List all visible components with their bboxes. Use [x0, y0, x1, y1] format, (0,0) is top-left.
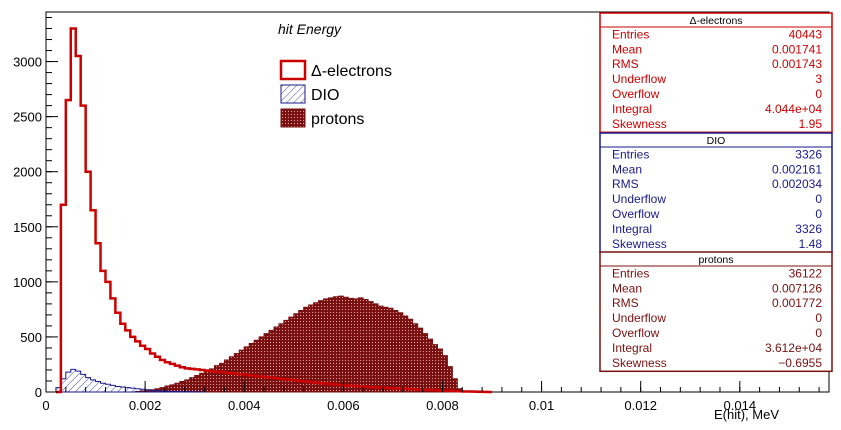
stats-box-delta-electrons: Δ-electrons Entries 40443 Mean 0.001741 RMS 0.…: [599, 12, 833, 134]
stats-label: Skewness: [612, 117, 667, 131]
legend-label-protons: protons: [311, 111, 364, 128]
stats-label: Skewness: [612, 356, 667, 370]
legend-swatch-protons: [280, 108, 306, 128]
stats-box-dio: DIO Entries 3326 Mean 0.002161 RMS 0.002034 Und…: [599, 132, 833, 254]
legend-label-delta-electrons: Δ-electrons: [311, 63, 392, 80]
stats-value: 0.002161: [772, 162, 822, 176]
series-dio: [55, 368, 205, 393]
stats-label: Underflow: [612, 311, 666, 325]
stats-value: 3326: [795, 222, 822, 236]
stats-value: 0: [815, 87, 822, 101]
stats-label: Mean: [612, 162, 642, 176]
stats-label: Underflow: [612, 72, 666, 86]
legend: Δ-electrons DIO protons: [279, 59, 392, 128]
stats-label: RMS: [612, 296, 639, 310]
series-protons: [134, 295, 468, 393]
series-layer: [55, 27, 493, 394]
stats-label: Entries: [612, 27, 649, 41]
stats-label: Integral: [612, 222, 652, 236]
x-tick-label: 0.012: [624, 398, 657, 413]
stats-box-protons: protons Entries 36122 Mean 0.007126 RMS 0.0017…: [599, 251, 833, 373]
histogram-delta-electrons: [55, 27, 493, 394]
stats-box-title: Δ-electrons: [689, 15, 742, 27]
stats-value: −0.6955: [778, 356, 822, 370]
legend-swatch-dio: [280, 84, 306, 104]
y-tick-label: 0: [35, 385, 42, 400]
stats-value: 0: [815, 311, 822, 325]
stats-box-title: DIO: [707, 135, 726, 147]
x-tick-label: 0.002: [129, 398, 162, 413]
stats-label: Overflow: [612, 87, 660, 101]
stats-value: 0.001741: [772, 42, 822, 56]
stats-label: Integral: [612, 341, 652, 355]
stats-value: 0.001743: [772, 57, 822, 71]
stats-value: 0: [815, 192, 822, 206]
stats-value: 1.48: [799, 237, 823, 251]
stats-value: 0: [815, 207, 822, 221]
stats-value: 0.001772: [772, 296, 822, 310]
stats-value: 4.044e+04: [765, 102, 822, 116]
stats-value: 0: [815, 326, 822, 340]
stats-box-title: protons: [698, 254, 733, 266]
stats-label: Mean: [612, 42, 642, 56]
stats-value: 3.612e+04: [765, 341, 822, 355]
x-tick-label: 0.014: [724, 398, 757, 413]
stats-label: Overflow: [612, 326, 660, 340]
stats-label: Integral: [612, 102, 652, 116]
stats-value: 36122: [789, 266, 823, 280]
chart-title: hit Energy: [278, 21, 342, 37]
x-axis-label: E(hit), MeV: [714, 407, 779, 422]
stats-label: Overflow: [612, 207, 660, 221]
legend-swatch-delta-electrons: [279, 59, 307, 81]
stats-value: 3: [815, 72, 822, 86]
axes-layer: 0 0.002 0.004 0.006 0.008 0.01 0.012 0.014 0 500 1…: [13, 17, 820, 413]
stats-boxes: Δ-electrons Entries 40443 Mean 0.001741 RMS 0.…: [599, 12, 833, 373]
y-tick-label: 500: [20, 330, 42, 345]
stats-value: 0.007126: [772, 281, 822, 295]
legend-label-dio: DIO: [311, 87, 339, 104]
y-tick-label: 2000: [13, 165, 42, 180]
y-tick-label: 2500: [13, 110, 42, 125]
x-tick-label: 0.008: [426, 398, 459, 413]
x-tick-label: 0: [42, 398, 49, 413]
stats-value: 40443: [789, 27, 823, 41]
histogram-dio: [55, 368, 205, 393]
series-delta-electrons: [55, 27, 493, 394]
stats-label: Mean: [612, 281, 642, 295]
y-tick-label: 3000: [13, 55, 42, 70]
y-tick-label: 1000: [13, 275, 42, 290]
stats-label: Skewness: [612, 237, 667, 251]
x-tick-label: 0.01: [529, 398, 554, 413]
x-tick-label: 0.006: [327, 398, 360, 413]
stats-label: RMS: [612, 57, 639, 71]
stats-label: RMS: [612, 177, 639, 191]
x-tick-label: 0.004: [228, 398, 261, 413]
stats-label: Entries: [612, 266, 649, 280]
histogram-protons: [134, 295, 468, 393]
stats-value: 0.002034: [772, 177, 822, 191]
stats-value: 1.95: [799, 117, 823, 131]
y-tick-label: 1500: [13, 220, 42, 235]
stats-label: Entries: [612, 147, 649, 161]
stats-value: 3326: [795, 147, 822, 161]
stats-label: Underflow: [612, 192, 666, 206]
